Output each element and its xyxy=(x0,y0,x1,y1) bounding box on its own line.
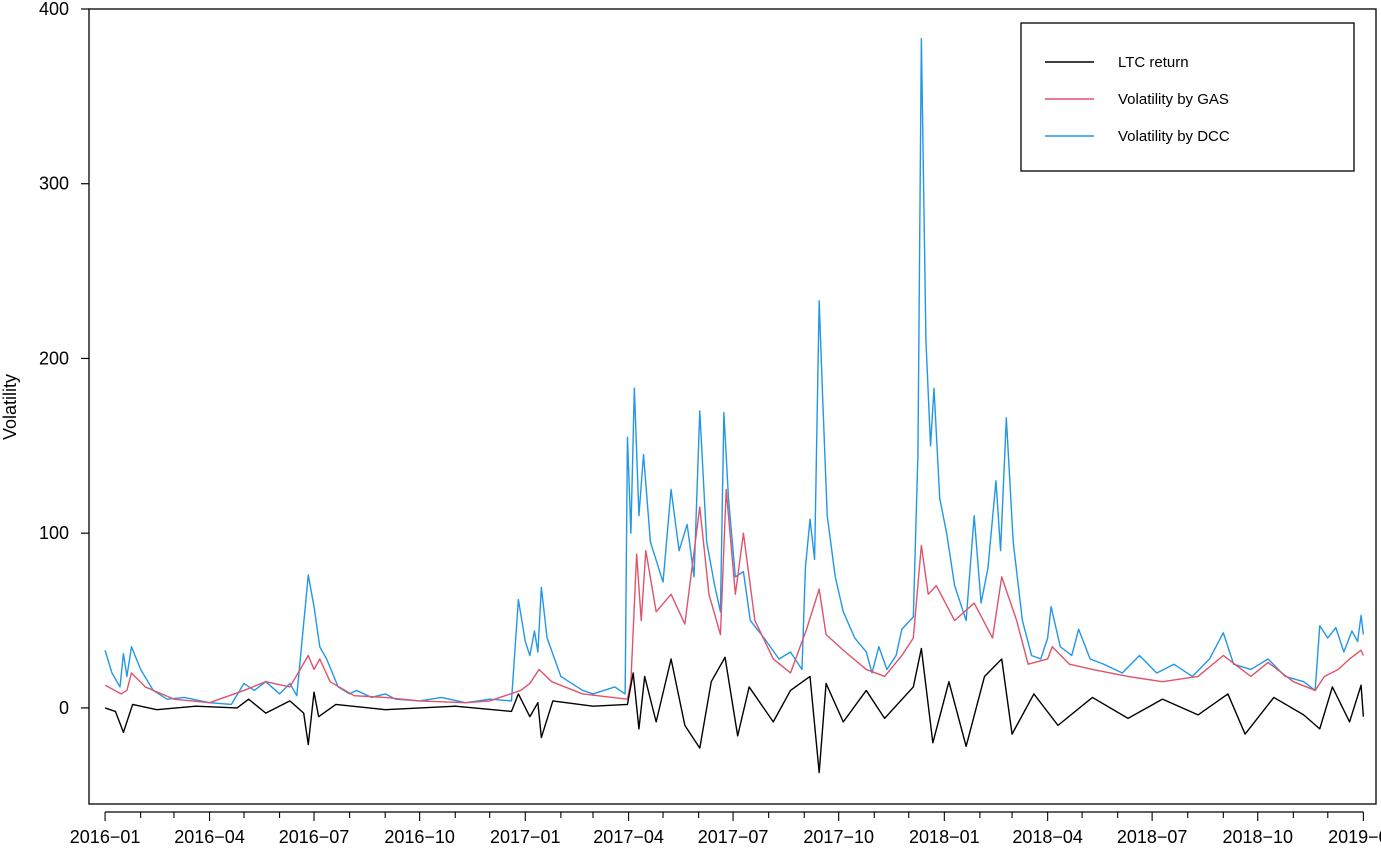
series-line-2 xyxy=(104,647,1365,774)
x-axis: 2016−01 2016−04 2016−07 2016−10 2017−01 2017−… xyxy=(70,811,1381,847)
x-tick-label: 2017−07 xyxy=(698,827,769,847)
series-layer xyxy=(104,38,1365,774)
x-tick-label: 2018−07 xyxy=(1117,827,1188,847)
y-tick-label: 0 xyxy=(59,698,69,718)
x-tick-label: 2016−01 xyxy=(70,827,141,847)
series-line-0 xyxy=(104,38,1365,706)
y-axis-label: Volatility xyxy=(0,374,20,440)
y-tick-label: 100 xyxy=(39,523,69,543)
legend: LTC return Volatility by GAS Volatility by… xyxy=(1020,22,1355,172)
y-tick-label: 400 xyxy=(39,0,69,19)
x-tick-label: 2019−01 xyxy=(1328,827,1381,847)
series-line-1 xyxy=(104,488,1365,704)
legend-label-1: Volatility by GAS xyxy=(1118,91,1229,108)
x-tick-label: 2017−04 xyxy=(593,827,664,847)
x-tick-label: 2018−04 xyxy=(1012,827,1083,847)
legend-label-2: Volatility by DCC xyxy=(1118,128,1230,145)
x-tick-label: 2018−01 xyxy=(909,827,980,847)
legend-label-0: LTC return xyxy=(1118,54,1189,71)
plot-frame xyxy=(88,8,1377,805)
x-tick-label: 2017−01 xyxy=(490,827,561,847)
x-tick-label: 2017−10 xyxy=(803,827,874,847)
y-tick-label: 200 xyxy=(39,348,69,368)
y-tick-label: 300 xyxy=(39,174,69,194)
y-axis: 0 100 200 300 400 xyxy=(39,0,89,718)
x-tick-label: 2018−10 xyxy=(1222,827,1293,847)
x-tick-label: 2016−04 xyxy=(174,827,245,847)
x-tick-label: 2016−10 xyxy=(384,827,455,847)
legend-box xyxy=(1020,22,1355,172)
x-tick-label: 2016−07 xyxy=(279,827,350,847)
